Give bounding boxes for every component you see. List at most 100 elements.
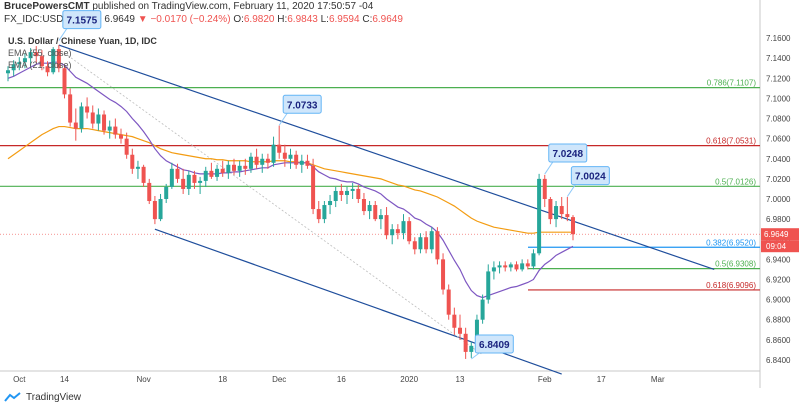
countdown-box [761,240,799,253]
y-tick-label: 7.1200 [766,74,791,83]
candle [508,262,513,272]
candle [254,148,259,169]
y-tick-label: 7.0000 [766,195,791,204]
candle-body [384,215,389,236]
candle-body [135,166,140,169]
y-tick-label: 6.8800 [766,316,791,325]
down-arrow-icon: ▼ [137,14,148,25]
candle-body [198,180,203,183]
candle [130,148,135,174]
candle [503,261,508,272]
candle-body [254,156,259,165]
candle-body [316,209,321,220]
publish-header: BrucePowersCMT published on TradingView.… [4,1,373,12]
candle-body [51,49,56,73]
candle [175,163,180,183]
candle-body [164,186,169,199]
candle-body [418,237,423,250]
candle-body [62,68,67,95]
candle-body [294,154,299,165]
candle-body [203,170,208,181]
callout-label: 7.1575 [67,16,98,27]
fib-label: 0.382(6.9520) [706,238,756,247]
candle-body [6,70,10,74]
candle-body [11,64,16,71]
candle-body [378,215,383,220]
candle-body [68,94,73,123]
candle-body [299,160,304,165]
candle-body [333,190,338,202]
candle [367,201,372,220]
candle [429,227,434,254]
y-tick-label: 6.8600 [766,336,791,345]
candle [51,47,56,75]
candle [322,201,327,224]
candle-body [152,201,157,220]
candle-body [537,178,542,254]
candle [265,153,270,169]
candle-body [209,170,214,177]
candle-body [520,263,525,270]
candle [220,160,225,177]
candle [237,160,242,177]
candle [28,48,33,67]
candle-body [525,263,530,267]
candle [525,259,530,270]
candle [407,217,412,245]
callout-pointer [278,112,288,126]
candle [141,164,146,187]
open-value: 6.9820 [243,14,275,25]
candle-body [130,154,135,169]
candle [271,136,276,167]
candle [356,184,361,204]
candle [480,294,485,324]
candle [446,284,451,320]
open-label: O: [233,14,244,25]
candle-body [548,199,553,220]
candle-body [508,264,513,268]
candle [350,182,355,199]
callout-label: 7.0024 [575,172,606,183]
x-tick-label: 13 [456,375,465,384]
symbol-name: FX_IDC:USDCNY, 1D [4,14,102,25]
candle-body [186,174,191,189]
candle [164,183,169,204]
candle-body [350,188,355,191]
candle [203,166,208,187]
candle [45,61,50,77]
candle-body [277,144,282,153]
candle-body [96,114,101,124]
candle [305,154,310,169]
candle [90,105,95,129]
candle [22,53,27,69]
candle-body [102,114,107,131]
candle [401,214,406,240]
candle-body [181,178,186,189]
candle [96,108,101,131]
fib-levels: 0.786(7.1107) 0.618(7.0531) 0.5(7.0126) 0.3… [0,79,760,291]
chart-grid [0,0,761,388]
candle-body [480,299,485,320]
footer: TradingView [4,392,81,403]
candle-body [288,154,293,159]
candle [294,150,299,169]
candle-body [361,199,366,212]
callout-box [570,166,610,186]
candle [186,170,191,195]
high-value: 6.9843 [287,14,318,25]
callout-pointer [544,161,554,175]
candle-body [328,201,333,206]
candle [226,160,231,179]
candle [192,170,197,189]
y-tick-label: 7.1400 [766,54,791,63]
candle [491,261,496,280]
candle-body [265,158,270,163]
candle [198,176,203,194]
callout-box [548,143,588,163]
candle [79,102,84,133]
candle-body [192,174,197,183]
candle [514,261,519,272]
candle [181,168,186,194]
y-tick-label: 7.1600 [766,34,791,43]
